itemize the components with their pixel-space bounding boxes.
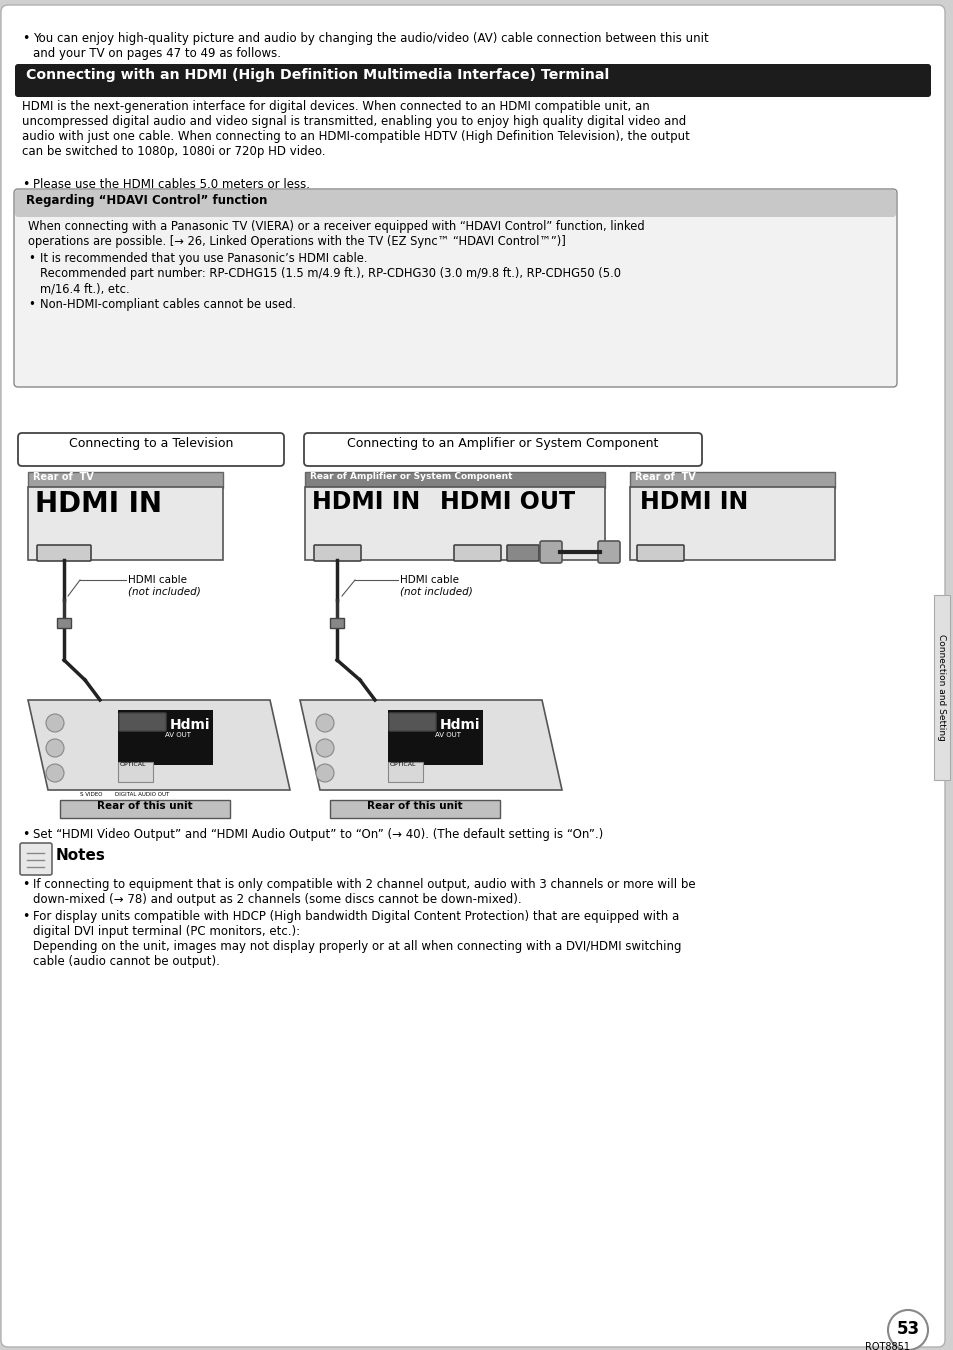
Text: HDMI is the next-generation interface for digital devices. When connected to an : HDMI is the next-generation interface fo… bbox=[22, 100, 689, 158]
Text: For display units compatible with HDCP (High bandwidth Digital Content Protectio: For display units compatible with HDCP (… bbox=[33, 910, 679, 923]
Bar bbox=[305, 472, 604, 487]
Bar bbox=[388, 710, 482, 765]
Polygon shape bbox=[28, 701, 290, 790]
Text: RQT8851: RQT8851 bbox=[864, 1342, 909, 1350]
Text: Connecting to an Amplifier or System Component: Connecting to an Amplifier or System Com… bbox=[347, 437, 658, 450]
Text: operations are possible. [→ 26, Linked Operations with the TV (EZ Sync™ “HDAVI C: operations are possible. [→ 26, Linked O… bbox=[28, 235, 565, 248]
Bar bbox=[629, 487, 834, 560]
Bar bbox=[18, 68, 927, 94]
Text: You can enjoy high-quality picture and audio by changing the audio/video (AV) ca: You can enjoy high-quality picture and a… bbox=[33, 32, 708, 45]
Text: Non-HDMI-compliant cables cannot be used.: Non-HDMI-compliant cables cannot be used… bbox=[40, 298, 295, 311]
Text: (not included): (not included) bbox=[128, 587, 200, 597]
Text: Rear of  TV: Rear of TV bbox=[635, 472, 695, 482]
Circle shape bbox=[315, 714, 334, 732]
FancyBboxPatch shape bbox=[1, 5, 944, 1347]
FancyBboxPatch shape bbox=[15, 63, 930, 97]
Text: If connecting to equipment that is only compatible with 2 channel output, audio : If connecting to equipment that is only … bbox=[33, 878, 695, 891]
Circle shape bbox=[315, 738, 334, 757]
Text: •: • bbox=[28, 252, 35, 265]
Text: Hdmi: Hdmi bbox=[439, 718, 480, 732]
Text: HDMI cable: HDMI cable bbox=[128, 575, 187, 585]
FancyBboxPatch shape bbox=[314, 545, 360, 562]
Text: (not included): (not included) bbox=[399, 587, 473, 597]
Text: OPTICAL: OPTICAL bbox=[120, 761, 147, 767]
Bar bbox=[388, 761, 422, 782]
Text: and your TV on pages 47 to 49 as follows.: and your TV on pages 47 to 49 as follows… bbox=[33, 47, 281, 59]
Text: digital DVI input terminal (PC monitors, etc.):: digital DVI input terminal (PC monitors,… bbox=[33, 925, 300, 938]
Text: Rear of  TV: Rear of TV bbox=[33, 472, 93, 482]
Text: •: • bbox=[22, 178, 30, 190]
Text: Regarding “HDAVI Control” function: Regarding “HDAVI Control” function bbox=[26, 194, 267, 207]
Text: •: • bbox=[22, 828, 30, 841]
Bar bbox=[330, 801, 499, 818]
FancyBboxPatch shape bbox=[20, 842, 52, 875]
Text: Rear of this unit: Rear of this unit bbox=[97, 801, 193, 811]
Text: Recommended part number: RP-CDHG15 (1.5 m/4.9 ft.), RP-CDHG30 (3.0 m/9.8 ft.), R: Recommended part number: RP-CDHG15 (1.5 … bbox=[40, 267, 620, 279]
Text: •: • bbox=[22, 878, 30, 891]
Text: AV OUT: AV OUT bbox=[435, 732, 460, 738]
Text: Depending on the unit, images may not display properly or at all when connecting: Depending on the unit, images may not di… bbox=[33, 940, 680, 953]
Text: Hdmi: Hdmi bbox=[170, 718, 211, 732]
Text: Connecting to a Television: Connecting to a Television bbox=[69, 437, 233, 450]
Bar bbox=[305, 487, 604, 560]
FancyBboxPatch shape bbox=[637, 545, 683, 562]
Text: Notes: Notes bbox=[56, 848, 106, 863]
Text: It is recommended that you use Panasonic’s HDMI cable.: It is recommended that you use Panasonic… bbox=[40, 252, 367, 265]
Circle shape bbox=[46, 738, 64, 757]
FancyBboxPatch shape bbox=[506, 545, 538, 562]
Circle shape bbox=[887, 1310, 927, 1350]
FancyBboxPatch shape bbox=[14, 189, 896, 387]
Text: Please use the HDMI cables 5.0 meters or less.: Please use the HDMI cables 5.0 meters or… bbox=[33, 178, 310, 190]
Text: Rear of this unit: Rear of this unit bbox=[367, 801, 462, 811]
Text: •: • bbox=[22, 910, 30, 923]
Text: When connecting with a Panasonic TV (VIERA) or a receiver equipped with “HDAVI C: When connecting with a Panasonic TV (VIE… bbox=[28, 220, 644, 234]
Circle shape bbox=[46, 714, 64, 732]
Text: •: • bbox=[28, 298, 35, 311]
Text: HDMI IN: HDMI IN bbox=[639, 490, 747, 514]
FancyBboxPatch shape bbox=[598, 541, 619, 563]
Text: HDMI IN: HDMI IN bbox=[35, 490, 162, 518]
Bar bbox=[629, 472, 834, 487]
Bar bbox=[933, 595, 949, 780]
Text: Set “HDMI Video Output” and “HDMI Audio Output” to “On” (→ 40). (The default set: Set “HDMI Video Output” and “HDMI Audio … bbox=[33, 828, 602, 841]
Text: HDMI OUT: HDMI OUT bbox=[439, 490, 575, 514]
Text: down-mixed (→ 78) and output as 2 channels (some discs cannot be down-mixed).: down-mixed (→ 78) and output as 2 channe… bbox=[33, 892, 521, 906]
FancyBboxPatch shape bbox=[57, 618, 71, 628]
Text: DIGITAL AUDIO OUT: DIGITAL AUDIO OUT bbox=[115, 792, 169, 796]
Text: AV OUT: AV OUT bbox=[165, 732, 191, 738]
Text: Rear of Amplifier or System Component: Rear of Amplifier or System Component bbox=[310, 472, 512, 481]
Text: 53: 53 bbox=[896, 1320, 919, 1338]
Text: cable (audio cannot be output).: cable (audio cannot be output). bbox=[33, 954, 219, 968]
FancyBboxPatch shape bbox=[454, 545, 500, 562]
Text: OPTICAL: OPTICAL bbox=[390, 761, 416, 767]
FancyBboxPatch shape bbox=[389, 713, 436, 730]
Text: Connection and Setting: Connection and Setting bbox=[937, 633, 945, 740]
Bar bbox=[28, 472, 223, 487]
Circle shape bbox=[315, 764, 334, 782]
Text: m/16.4 ft.), etc.: m/16.4 ft.), etc. bbox=[40, 282, 130, 296]
Bar bbox=[28, 487, 223, 560]
Bar bbox=[118, 761, 152, 782]
Text: S VIDEO: S VIDEO bbox=[80, 792, 102, 796]
FancyBboxPatch shape bbox=[119, 713, 166, 730]
FancyBboxPatch shape bbox=[37, 545, 91, 562]
Text: Connecting with an HDMI (High Definition Multimedia Interface) Terminal: Connecting with an HDMI (High Definition… bbox=[26, 68, 609, 82]
FancyBboxPatch shape bbox=[539, 541, 561, 563]
Text: HDMI IN: HDMI IN bbox=[312, 490, 420, 514]
Polygon shape bbox=[299, 701, 561, 790]
FancyBboxPatch shape bbox=[15, 190, 895, 217]
FancyBboxPatch shape bbox=[304, 433, 701, 466]
FancyBboxPatch shape bbox=[330, 618, 344, 628]
Bar bbox=[118, 710, 213, 765]
Circle shape bbox=[46, 764, 64, 782]
Bar bbox=[60, 801, 230, 818]
Text: •: • bbox=[22, 32, 30, 45]
FancyBboxPatch shape bbox=[18, 433, 284, 466]
Text: HDMI cable: HDMI cable bbox=[399, 575, 458, 585]
